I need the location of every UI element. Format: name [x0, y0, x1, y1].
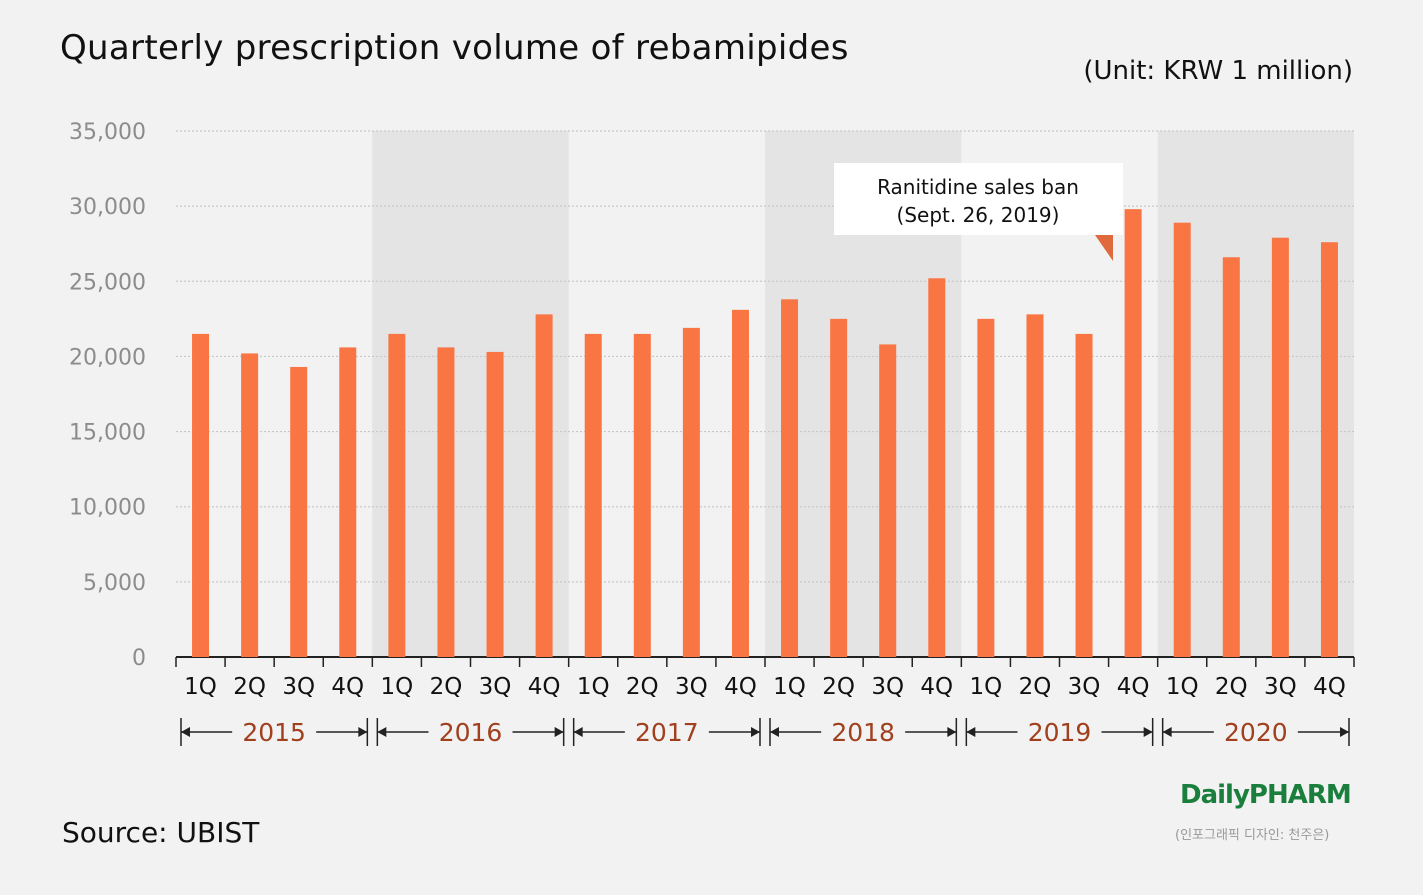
arrowhead-right	[358, 727, 368, 737]
bar-2017-3Q	[682, 327, 700, 657]
x-tick-label: 1Q	[577, 674, 610, 700]
annotation-line2: (Sept. 26, 2019)	[897, 203, 1060, 227]
y-tick-label: 25,000	[69, 270, 146, 295]
x-tick-label: 3Q	[282, 674, 315, 700]
bar-2020-2Q	[1222, 257, 1240, 657]
bar-2016-1Q	[388, 333, 406, 657]
y-tick-label: 5,000	[83, 571, 146, 596]
arrowhead-left	[966, 727, 976, 737]
x-tick-label: 1Q	[381, 674, 414, 700]
arrowhead-left	[1162, 727, 1172, 737]
x-tick-label: 4Q	[724, 674, 757, 700]
year-label-2015: 2015	[242, 718, 306, 747]
bar-2020-4Q	[1320, 242, 1338, 657]
arrowhead-right	[751, 727, 760, 737]
year-label-2017: 2017	[635, 718, 699, 747]
bar-2020-1Q	[1173, 222, 1191, 657]
bar-2015-2Q	[241, 353, 259, 657]
unit-label: (Unit: KRW 1 million)	[1083, 56, 1353, 86]
x-tick-label: 1Q	[1166, 674, 1199, 700]
y-tick-label: 15,000	[69, 421, 146, 446]
bar-2016-3Q	[486, 351, 504, 657]
x-tick-label: 3Q	[479, 674, 512, 700]
arrowhead-right	[1143, 727, 1153, 737]
source-label: Source: UBIST	[62, 816, 260, 849]
bar-2015-3Q	[290, 366, 308, 657]
annotation-pointer	[1095, 235, 1113, 261]
bar-2017-4Q	[731, 309, 749, 657]
x-tick-label: 2Q	[430, 674, 463, 700]
x-tick-label: 2Q	[1019, 674, 1052, 700]
arrowhead-right	[947, 727, 957, 737]
x-tick-label: 3Q	[675, 674, 708, 700]
y-tick-label: 20,000	[69, 345, 146, 370]
x-tick-label: 4Q	[1117, 674, 1150, 700]
bar-2020-3Q	[1271, 237, 1289, 657]
year-label-2019: 2019	[1028, 718, 1092, 747]
design-credit: (인포그래픽 디자인: 천주은)	[1175, 828, 1330, 843]
annotation-callout: Ranitidine sales ban (Sept. 26, 2019)	[834, 163, 1123, 261]
x-tick-label: 1Q	[773, 674, 806, 700]
x-tick-label: 2Q	[822, 674, 855, 700]
bar-2017-1Q	[584, 333, 602, 657]
bar-2018-3Q	[879, 344, 897, 657]
x-tick-label: 4Q	[1313, 674, 1346, 700]
annotation-line1: Ranitidine sales ban	[877, 175, 1079, 199]
x-tick-label: 4Q	[331, 674, 364, 700]
x-tick-label: 1Q	[970, 674, 1003, 700]
x-tick-label: 3Q	[1068, 674, 1101, 700]
arrowhead-left	[377, 727, 387, 737]
bar-2018-4Q	[928, 278, 946, 657]
x-tick-label: 2Q	[233, 674, 266, 700]
x-tick-label: 3Q	[1264, 674, 1297, 700]
y-tick-label: 35,000	[69, 120, 146, 145]
bar-2015-4Q	[339, 347, 357, 657]
x-tick-label: 3Q	[871, 674, 904, 700]
bar-2019-1Q	[977, 318, 995, 657]
arrowhead-left	[181, 727, 190, 737]
x-tick-label: 1Q	[184, 674, 217, 700]
bar-2018-1Q	[781, 299, 799, 657]
year-label-2020: 2020	[1224, 718, 1288, 747]
x-tick-label: 4Q	[528, 674, 561, 700]
y-tick-label: 10,000	[69, 496, 146, 521]
year-label-2018: 2018	[831, 718, 895, 747]
x-tick-label: 2Q	[626, 674, 659, 700]
bar-2016-4Q	[535, 314, 553, 657]
brand-logo: DailyPHARM	[1180, 780, 1352, 810]
bar-2015-1Q	[192, 333, 210, 657]
x-tick-label: 4Q	[920, 674, 953, 700]
bar-2017-2Q	[633, 333, 651, 657]
annotation-box	[834, 163, 1123, 235]
x-tick-label: 2Q	[1215, 674, 1248, 700]
chart-title: Quarterly prescription volume of rebamip…	[60, 28, 849, 68]
arrowhead-right	[554, 727, 564, 737]
arrowhead-left	[573, 727, 583, 737]
arrowhead-left	[770, 727, 779, 737]
y-tick-label: 30,000	[69, 195, 146, 220]
bar-2019-3Q	[1075, 333, 1093, 657]
bar-2018-2Q	[830, 318, 848, 657]
bar-2019-4Q	[1124, 209, 1142, 658]
y-tick-label: 0	[132, 646, 146, 671]
year-label-2016: 2016	[439, 718, 503, 747]
arrowhead-right	[1340, 727, 1349, 737]
bar-2019-2Q	[1026, 314, 1044, 657]
bar-2016-2Q	[437, 347, 455, 657]
